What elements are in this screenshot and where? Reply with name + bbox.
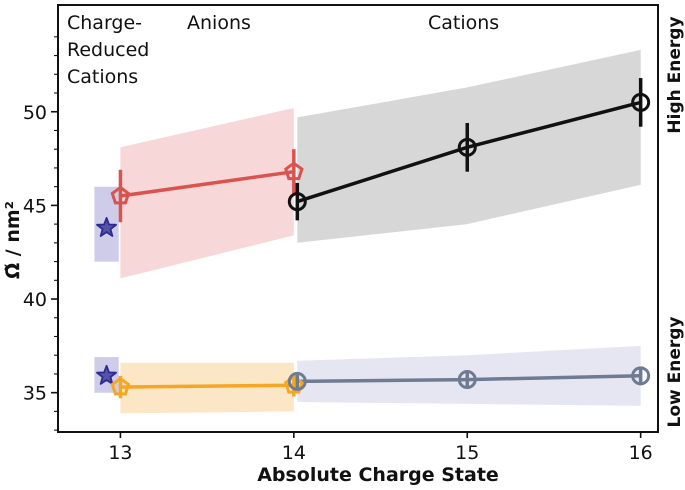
band-hi_anion	[120, 108, 294, 279]
region-label-charge-reduced-2: Reduced	[67, 39, 149, 61]
side-label-low-energy: Low Energy	[665, 316, 685, 427]
region-label-charge-reduced-1: Charge-	[67, 12, 142, 34]
axis-ticks: 13 14 15 16 35 40 45 50	[23, 36, 653, 464]
x-tick-label-0: 13	[108, 442, 132, 464]
point-lo_anion-0	[110, 376, 131, 396]
series-markers	[96, 78, 651, 399]
x-tick-label-2: 15	[455, 442, 479, 464]
side-label-high-energy: High Energy	[665, 16, 685, 133]
uncertainty-bands	[94, 49, 641, 414]
point-hi_anion-1	[284, 161, 304, 181]
point-hi_cation-1	[457, 137, 477, 157]
band-lo_anion	[120, 362, 294, 414]
point-hi_cation-2	[631, 92, 651, 112]
y-tick-label-0: 35	[23, 383, 47, 405]
band-lo_cation	[297, 345, 641, 406]
x-tick-label-3: 16	[629, 442, 653, 464]
point-hi_cr_cation-0	[96, 216, 117, 237]
y-axis-label: Ω̃ / nm²	[2, 201, 24, 279]
point-lo_cation-0	[287, 371, 307, 391]
region-label-charge-reduced-3: Cations	[67, 66, 138, 88]
point-hi_anion-0	[110, 185, 131, 205]
point-lo_cation-2	[631, 366, 651, 386]
x-axis-label: Absolute Charge State	[257, 464, 499, 486]
y-tick-label-2: 45	[23, 195, 47, 217]
line-lo_anion	[120, 383, 294, 389]
point-lo_cation-1	[457, 370, 477, 390]
plot-frame	[57, 4, 659, 433]
point-lo_cr_cation-0	[96, 364, 117, 385]
point-hi_cation-0	[287, 192, 307, 212]
region-label-cations: Cations	[428, 12, 499, 34]
y-tick-label-1: 40	[23, 289, 47, 311]
y-tick-label-3: 50	[23, 102, 47, 124]
region-label-anions: Anions	[187, 12, 251, 34]
line-hi_anion	[120, 169, 295, 198]
point-lo_anion-1	[284, 374, 304, 394]
x-tick-label-1: 14	[282, 442, 306, 464]
